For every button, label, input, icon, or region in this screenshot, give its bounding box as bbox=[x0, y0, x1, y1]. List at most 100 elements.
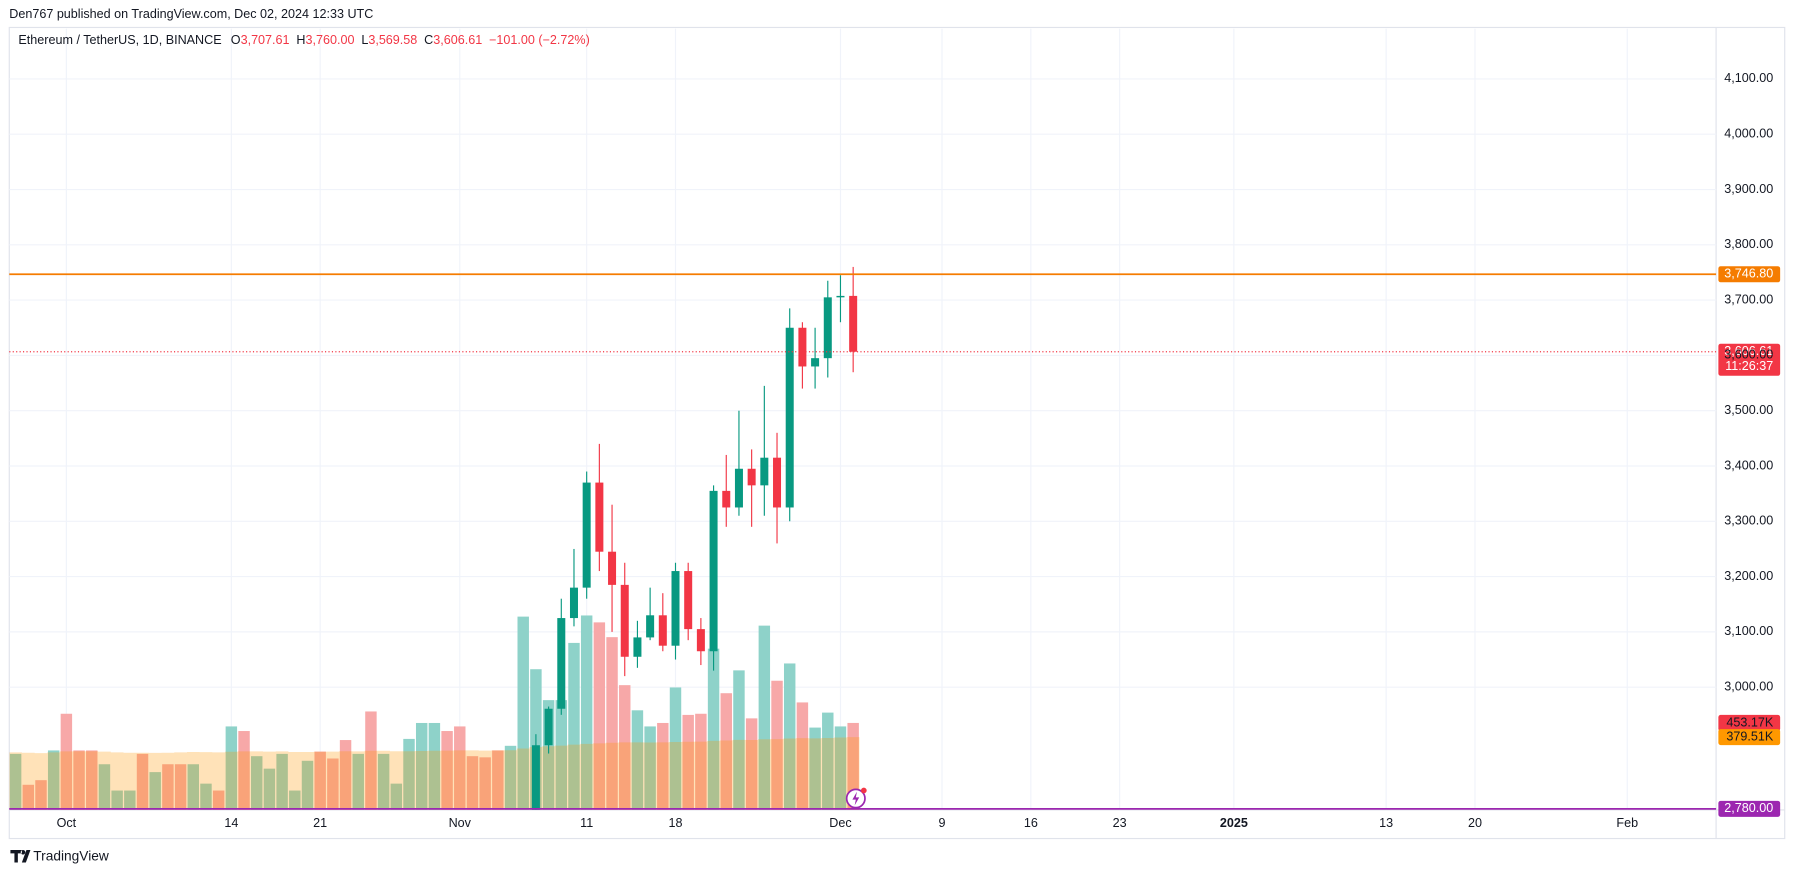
volume-bar bbox=[301, 760, 314, 810]
axes: 3,000.00 3,100.00 3,200.00 3,300.00 3,400.00… bbox=[57, 71, 1781, 830]
volume-bar bbox=[415, 722, 428, 810]
volume-bar bbox=[669, 687, 682, 810]
volume-pane bbox=[9, 615, 860, 810]
volume-bar bbox=[339, 740, 352, 810]
volume-bar bbox=[98, 764, 111, 810]
volume-bar bbox=[111, 790, 123, 810]
volume-bar bbox=[174, 764, 187, 810]
candle-body bbox=[811, 358, 820, 367]
volume-bar bbox=[327, 758, 339, 810]
x-tick-label: 2025 bbox=[1220, 816, 1248, 830]
y-tick-label: 3,400.00 bbox=[1724, 458, 1773, 472]
price-label-box bbox=[1718, 343, 1781, 376]
candle-body bbox=[773, 457, 782, 508]
candle-body bbox=[595, 482, 604, 552]
volume-bar bbox=[580, 615, 593, 810]
volume-bar bbox=[771, 680, 783, 810]
volume-label: 453.17K bbox=[1726, 715, 1773, 729]
alert-icon bbox=[845, 787, 867, 809]
volume-bar bbox=[314, 751, 326, 810]
volume-bar bbox=[124, 790, 136, 810]
volume-bar bbox=[796, 702, 809, 810]
price-label: 2,780.00 bbox=[1724, 801, 1773, 815]
candle-body bbox=[849, 295, 858, 352]
footer-brand: TradingView bbox=[33, 848, 109, 863]
price-label: 3,746.80 bbox=[1724, 267, 1773, 281]
volume-bar bbox=[35, 780, 47, 810]
price-label-box bbox=[1718, 266, 1781, 283]
candle-body bbox=[798, 327, 807, 367]
candle-body bbox=[557, 618, 566, 709]
volume-ma-label: 379.51K bbox=[1726, 729, 1773, 743]
volume-bar bbox=[504, 745, 517, 810]
volume-bar bbox=[822, 712, 834, 810]
legend-key: H bbox=[296, 34, 305, 48]
y-tick-label: 4,000.00 bbox=[1724, 127, 1773, 141]
volume-bar bbox=[619, 685, 631, 810]
x-tick-label: Dec bbox=[829, 816, 851, 830]
legend-key: C bbox=[424, 34, 433, 48]
volume-bar bbox=[263, 768, 276, 810]
y-tick-label: 3,100.00 bbox=[1724, 624, 1773, 638]
x-tick-label: 21 bbox=[313, 816, 327, 830]
volume-bar bbox=[542, 700, 555, 810]
candle-body bbox=[620, 584, 629, 657]
candles bbox=[531, 266, 858, 810]
volume-bar bbox=[707, 648, 720, 810]
volume-bar bbox=[225, 726, 238, 810]
volume-ma-label-box bbox=[1718, 729, 1781, 746]
volume-bar bbox=[212, 790, 225, 810]
candle-body bbox=[608, 551, 617, 585]
candle-body bbox=[671, 571, 680, 646]
candle-body bbox=[633, 637, 642, 657]
legend-value: 3,569.58 bbox=[368, 34, 417, 48]
volume-bar bbox=[682, 714, 694, 810]
volume-bar bbox=[441, 731, 453, 810]
y-tick-label: 3,500.00 bbox=[1724, 403, 1773, 417]
legend: Ethereum / TetherUS, 1D, BINANCE O3,707.6… bbox=[18, 34, 589, 48]
volume-bar bbox=[631, 710, 644, 810]
y-tick-label: 3,700.00 bbox=[1724, 292, 1773, 306]
volume-bar bbox=[22, 784, 35, 810]
candle-body bbox=[646, 615, 655, 638]
y-tick-label: 3,800.00 bbox=[1724, 237, 1773, 251]
price-label: 3,606.61 bbox=[1724, 344, 1773, 358]
volume-bar bbox=[60, 713, 73, 810]
x-tick-label: 20 bbox=[1468, 816, 1482, 830]
candle-body bbox=[544, 708, 553, 746]
legend-value: 3,707.61 bbox=[241, 34, 290, 48]
candle-body bbox=[734, 468, 743, 508]
y-tick-label: 4,100.00 bbox=[1724, 71, 1773, 85]
volume-bar bbox=[644, 726, 656, 810]
volume-bar bbox=[517, 616, 529, 810]
x-tick-label: 16 bbox=[1024, 816, 1038, 830]
volume-bar bbox=[428, 722, 441, 810]
candle-body bbox=[684, 571, 693, 630]
candle-body bbox=[785, 327, 794, 508]
y-tick-label: 3,200.00 bbox=[1724, 569, 1773, 583]
volume-bar bbox=[479, 757, 491, 810]
volume-bar bbox=[162, 764, 174, 810]
candle-body bbox=[722, 490, 731, 508]
x-tick-label: 11 bbox=[580, 816, 593, 830]
frame bbox=[8, 26, 1786, 840]
x-tick-label: Feb bbox=[1616, 816, 1638, 830]
volume-bar bbox=[352, 753, 364, 810]
volume-bar bbox=[136, 753, 149, 810]
y-tick-label: 3,600.00 bbox=[1724, 348, 1773, 362]
volume-ma-area bbox=[9, 737, 860, 810]
volume-bar bbox=[86, 750, 98, 810]
volume-bar bbox=[606, 637, 618, 810]
countdown-label: 11:26:37 bbox=[1725, 359, 1773, 373]
volume-bar bbox=[365, 711, 377, 810]
legend-key: L bbox=[361, 34, 368, 48]
volume-bar bbox=[555, 700, 568, 810]
footer-logo bbox=[10, 849, 31, 863]
volume-bar bbox=[187, 764, 199, 810]
volume-bar bbox=[466, 756, 479, 810]
volume-bar bbox=[847, 722, 859, 810]
volume-bar bbox=[390, 783, 403, 810]
volume-bar bbox=[695, 713, 707, 810]
